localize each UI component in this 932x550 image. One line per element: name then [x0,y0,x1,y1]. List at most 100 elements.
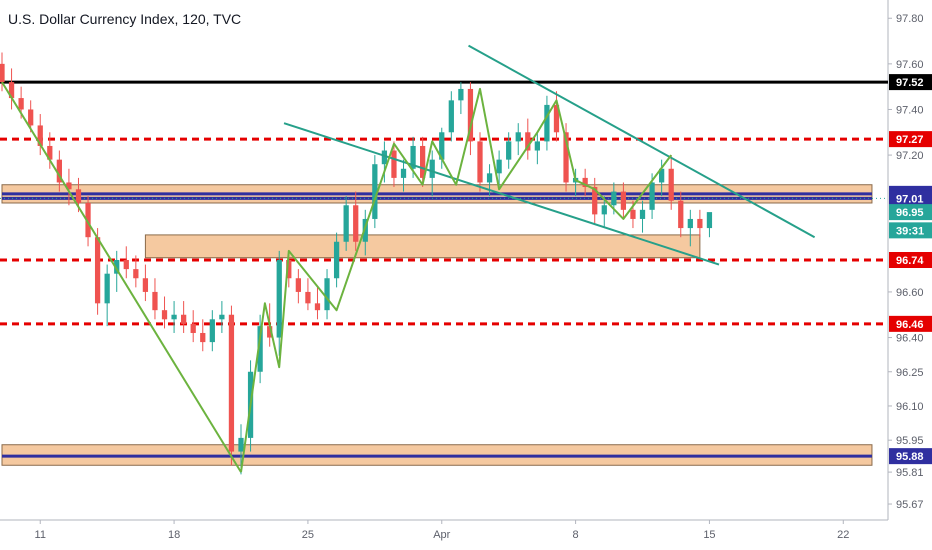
x-tick-label-4: 8 [573,529,579,541]
candle-body-28 [267,326,273,338]
x-tick-label-5: 15 [703,529,715,541]
candle-body-18 [171,314,177,320]
candle-body-35 [333,241,340,279]
candle-body-74 [706,212,713,229]
x-tick-label-3: Apr [433,529,450,541]
y-tick-label-0: 97.80 [896,13,924,25]
candle-body-55 [525,132,531,151]
candle-body-66 [630,209,636,219]
candle-body-63 [601,205,607,215]
y-tick-label-10: 95.67 [896,499,924,511]
candle-body-53 [506,141,512,160]
y-tick-label-3: 97.20 [896,150,924,162]
zone-1 [144,234,701,259]
candle-body-11 [104,273,110,304]
candle-body-48 [458,88,464,101]
candle-body-7 [66,182,72,190]
wave-path-0 [1,81,242,473]
candle-body-52 [496,159,502,174]
price-badge-label-4: 96.95 [896,207,924,219]
price-badge-label-3: 97.01 [896,193,924,205]
y-tick-label-1: 97.60 [896,59,924,71]
candle-body-37 [353,205,359,242]
x-tick-label-6: 22 [837,529,849,541]
candle-body-57 [544,104,550,142]
candle-body-65 [620,191,627,210]
candle-body-32 [305,291,311,304]
price-badge-label-6: 96.74 [896,255,924,267]
candle-body-45 [429,159,435,178]
price-badge-label-1: 97.27 [896,134,924,146]
candle-body-17 [161,310,168,320]
candle-body-5 [47,145,53,160]
price-badge-1 [889,131,932,148]
candle-body-47 [448,100,454,133]
candle-body-58 [553,104,560,133]
trend-line-0 [283,122,720,266]
candle-body-21 [200,332,206,343]
price-badge-label-0: 97.52 [896,77,924,89]
price-badge-3 [889,190,932,207]
x-tick-label-2: 25 [302,529,314,541]
x-tick-label-0: 11 [35,529,46,541]
candle-body-64 [611,191,617,206]
candle-body-15 [142,278,149,292]
candle-body-9 [85,202,91,238]
y-tick-label-6: 96.25 [896,367,924,379]
candle-body-25 [238,437,244,452]
candle-body-3 [28,109,34,126]
candle-body-22 [209,319,215,343]
candle-body-70 [668,168,674,201]
candle-body-71 [678,200,684,229]
price-badge-6 [889,252,932,268]
candle-body-49 [467,88,474,142]
candle-body-27 [257,326,263,372]
price-badge-4 [889,204,932,221]
candle-body-38 [362,218,368,242]
candle-body-19 [181,314,187,324]
candle-body-34 [324,278,330,311]
candle-body-68 [649,182,655,210]
trend-line-1 [468,44,816,239]
candle-body-10 [94,237,101,304]
price-badge-7 [889,315,932,332]
candle-body-59 [563,132,569,183]
chart-title: U.S. Dollar Currency Index, 120, TVC [8,11,241,27]
candle-body-69 [659,168,665,183]
candle-body-8 [75,189,82,203]
candle-body-16 [152,291,158,311]
candle-body-14 [133,269,139,279]
candle-body-56 [534,141,540,151]
candle-body-44 [420,145,426,178]
candle-body-46 [439,132,445,160]
candle-body-30 [286,260,292,279]
candle-body-31 [295,278,301,292]
price-badge-5 [889,222,932,239]
candle-body-50 [477,141,483,183]
candle-body-23 [219,314,225,320]
y-tick-label-8: 95.95 [896,435,924,447]
y-tick-label-4: 96.60 [896,287,924,299]
candle-body-72 [687,218,693,229]
candle-body-0 [0,63,5,83]
candle-body-62 [592,187,598,215]
candle-body-20 [190,323,196,333]
candle-body-40 [381,150,388,165]
y-tick-label-9: 95.81 [896,467,924,479]
candle-body-2 [18,98,24,110]
candle-body-6 [56,159,62,183]
x-tick-label-1: 18 [168,529,180,541]
candle-body-67 [639,209,646,219]
candle-body-13 [123,260,129,270]
candle-body-4 [37,125,43,146]
y-tick-label-5: 96.40 [896,333,924,345]
candle-body-61 [582,177,588,188]
price-badge-0 [889,74,932,91]
price-badge-label-7: 96.46 [896,319,924,331]
candle-body-1 [8,82,15,99]
candle-body-41 [391,150,397,178]
price-badge-label-8: 95.88 [896,451,924,463]
candle-body-24 [228,314,235,452]
candle-body-39 [372,164,378,219]
